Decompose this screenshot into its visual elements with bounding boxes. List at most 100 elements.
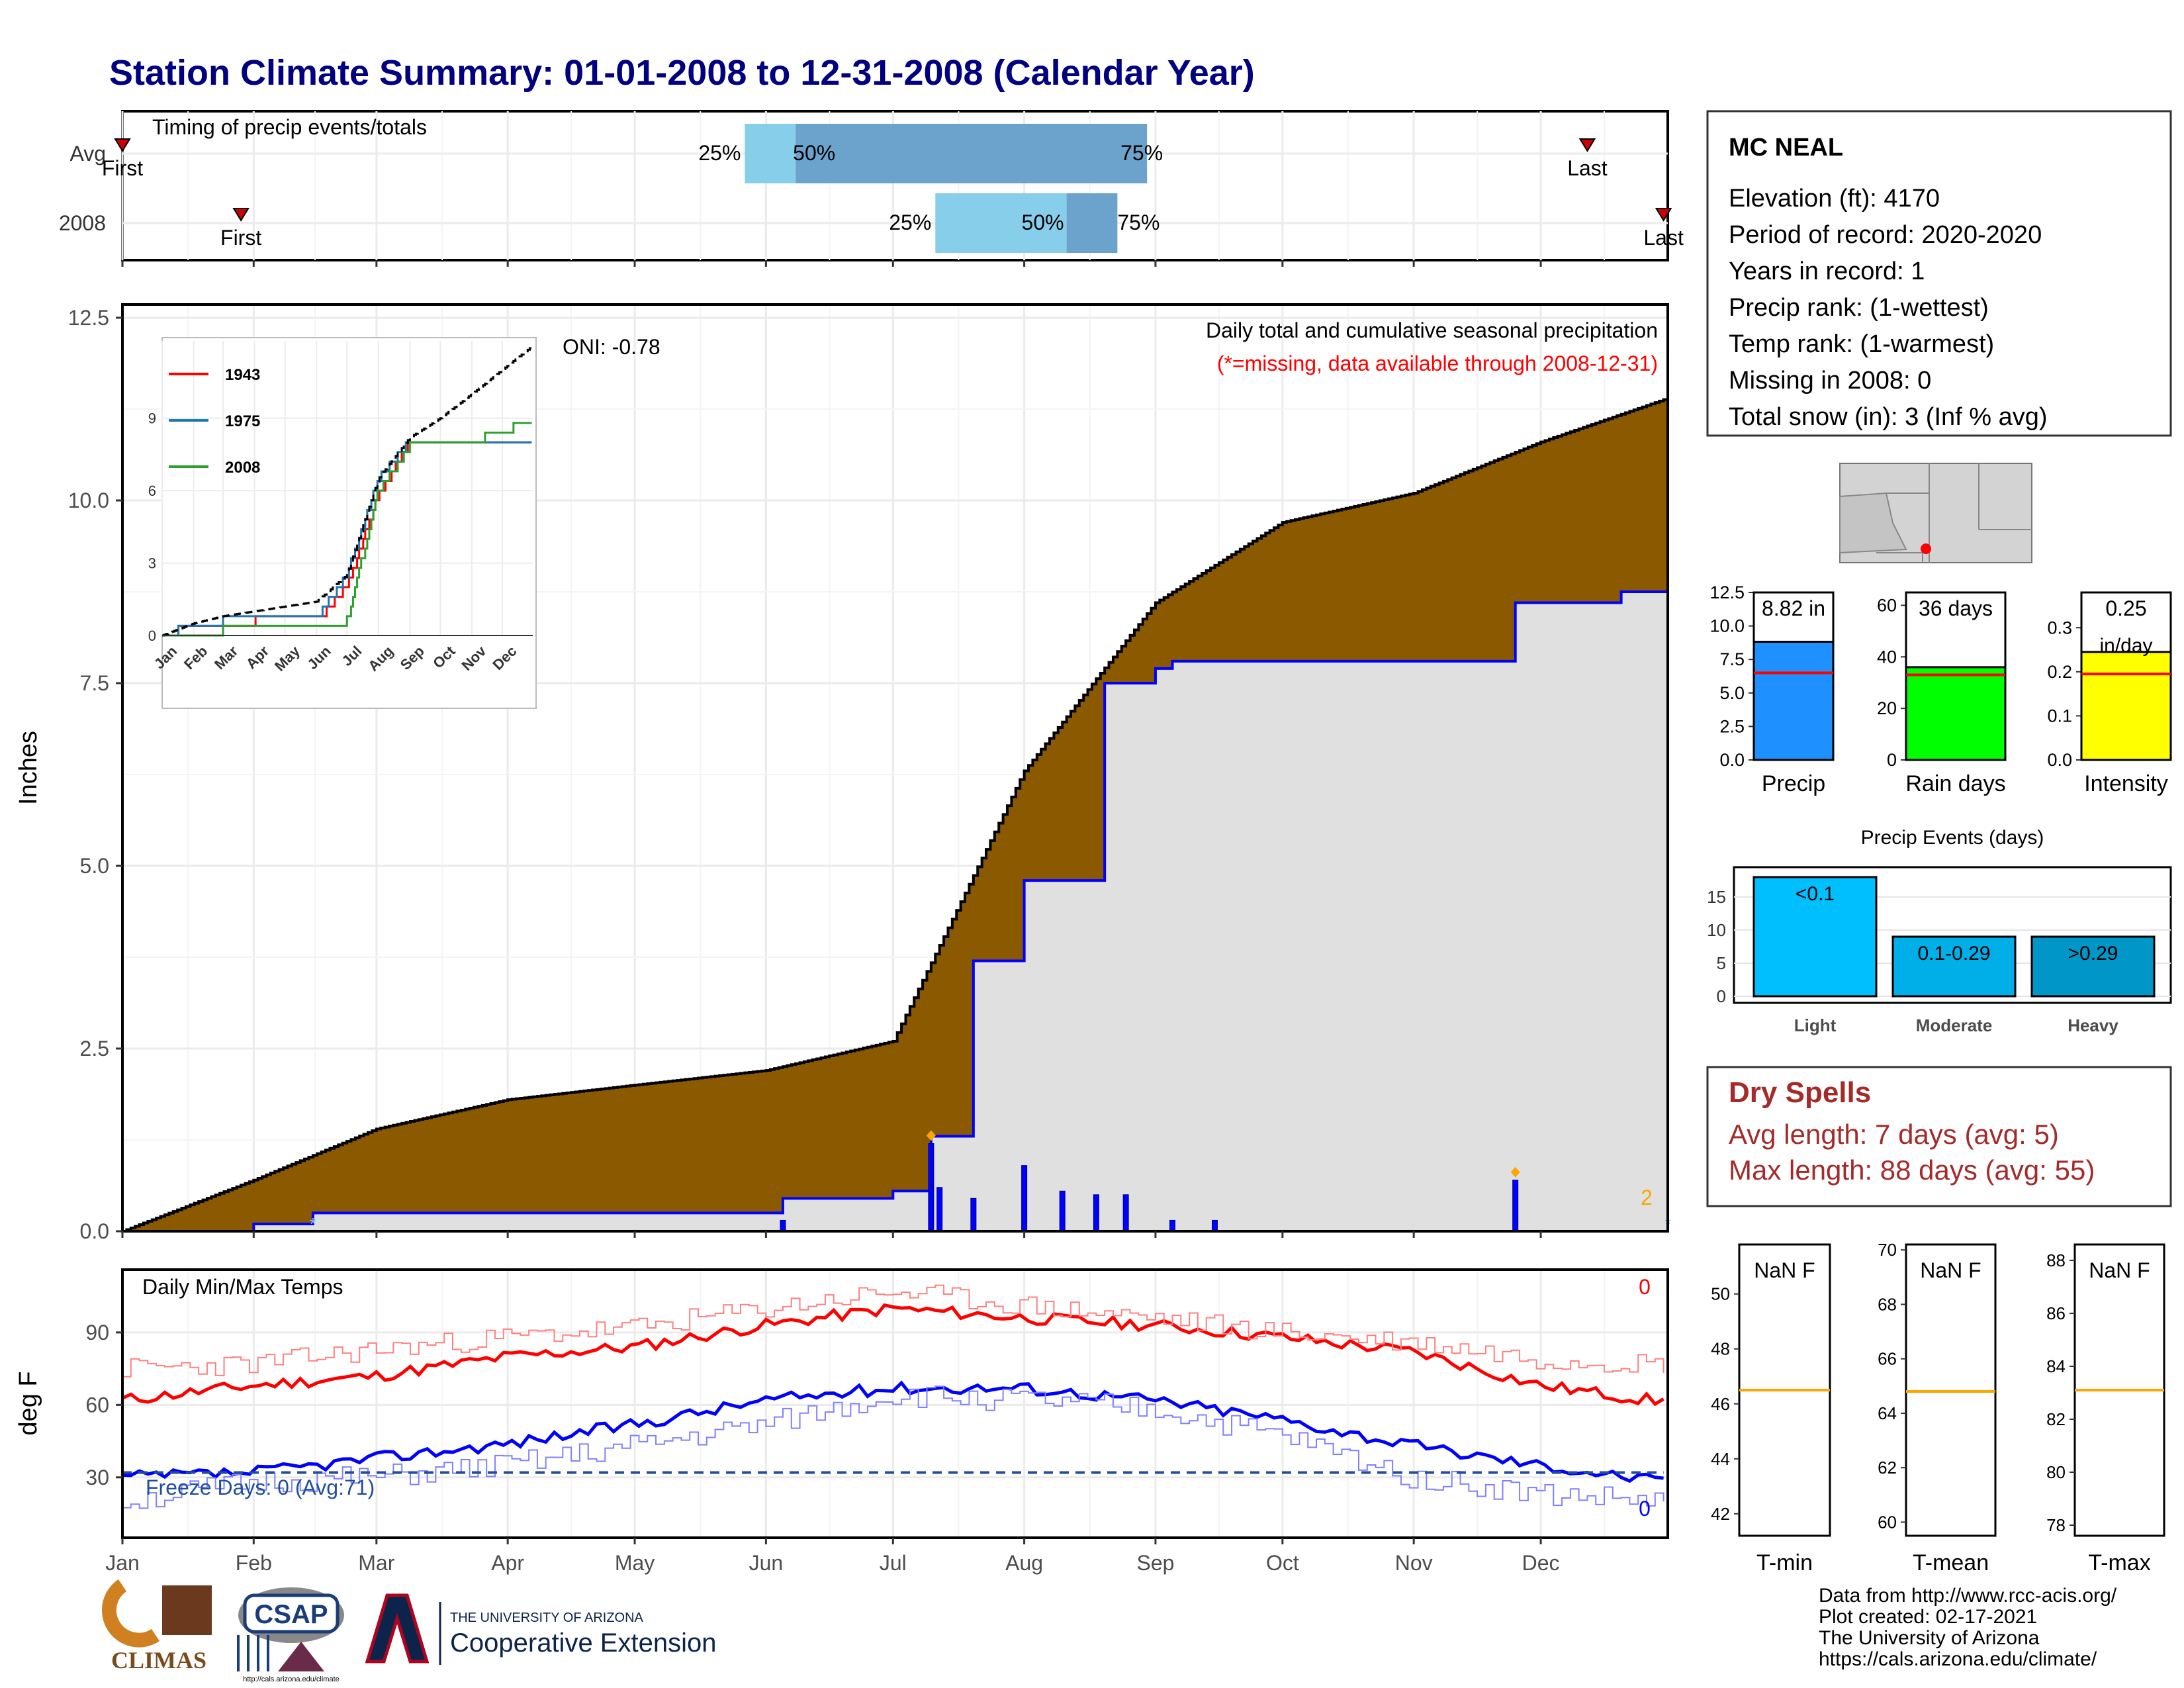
events-category-label: Heavy — [2068, 1015, 2118, 1035]
precip-y-axis: 0.0 2.5 5.0 7.5 10.0 12.5 — [68, 306, 122, 1243]
station-detail-line: Temp rank: (1-warmest) — [1729, 330, 1994, 358]
precip-y-tick-label: 0.0 — [80, 1219, 109, 1243]
csap-logo-text: CSAP — [254, 1600, 328, 1629]
footer-credit-line: https://cals.arizona.edu/climate/ — [1819, 1648, 2097, 1670]
dry-avg: Avg length: 7 days (avg: 5) — [1729, 1119, 2059, 1150]
events-category-label: Light — [1794, 1015, 1837, 1035]
tbox-tick-label: 44 — [1711, 1449, 1730, 1469]
oni-value: ONI: -0.78 — [563, 335, 660, 359]
summary-bar-tick-label: 0 — [1887, 750, 1897, 770]
temp-bg — [122, 1270, 1668, 1538]
station-detail-line: Elevation (ft): 4170 — [1729, 185, 1940, 212]
tbox-tick-label: 70 — [1878, 1240, 1897, 1260]
summary-bar-tick-label: 10.0 — [1709, 616, 1745, 636]
tbox-value: NaN F — [1754, 1258, 1815, 1282]
month-tick-label: Oct — [1266, 1551, 1299, 1575]
events-title: Precip Events (days) — [1861, 827, 2044, 849]
summary-bar-label: Precip — [1762, 771, 1825, 796]
precip-y-tick-label: 2.5 — [80, 1037, 109, 1060]
tbox-value: NaN F — [2089, 1258, 2150, 1282]
daily-precip-bar — [970, 1197, 977, 1232]
timing-p75: 75% — [1120, 141, 1163, 165]
tbox-t-min: 42 44 46 48 50 NaN F T-min — [1711, 1243, 1831, 1575]
month-tick-label: Sep — [1136, 1551, 1174, 1575]
station-details: Elevation (ft): 4170 Period of record: 20… — [1729, 185, 2048, 431]
ua-big-text: Cooperative Extension — [450, 1628, 716, 1658]
csap-badge — [243, 1593, 340, 1634]
dry-frame — [1706, 1066, 2172, 1207]
daily-precip-bar — [1059, 1190, 1066, 1232]
csap-url: http://cals.arizona.edu/climate — [243, 1675, 340, 1683]
timing-label: Timing of precip events/totals — [152, 115, 427, 139]
timing-panel: Timing of precip events/totals Avg 2008 … — [59, 110, 1684, 261]
station-location-dot — [1921, 543, 1931, 554]
summary-bar-value: 0.25 — [2105, 596, 2146, 620]
summary-bar-value-unit: in/day — [2099, 635, 2152, 657]
daily-precip-bar — [1093, 1194, 1099, 1232]
summary-bar-tick-label: 0.1 — [2047, 706, 2072, 726]
current-cumulative-area — [122, 586, 1669, 1233]
events-body: 0 5 10 15 <0.1 Light 0.1-0.29 Moderate >0.29 Heav… — [1707, 876, 2171, 1035]
temp-lines — [121, 1284, 1664, 1509]
daily-precip-bar — [1169, 1219, 1176, 1232]
events-bar-label: 0.1-0.29 — [1917, 943, 1990, 964]
station-detail-line: Precip rank: (1-wettest) — [1729, 294, 1989, 322]
tbox-tick-label: 78 — [2046, 1515, 2066, 1535]
events-y-tick-label: 0 — [1717, 986, 1726, 1006]
timing-marker-label: Last — [1643, 226, 1684, 250]
inset-y-tick-label: 0 — [148, 628, 156, 644]
tbox-label: T-min — [1756, 1550, 1813, 1575]
inset-line-average — [162, 346, 533, 637]
tbox-tick-label: 82 — [2046, 1409, 2066, 1429]
inset-legend-label: 2008 — [225, 459, 260, 477]
tmax-missing: 0 — [1639, 1275, 1651, 1299]
tbox-tick-label: 62 — [1878, 1458, 1897, 1477]
month-tick-label: Feb — [236, 1551, 272, 1575]
summary-bar-tick-label: 2.5 — [1719, 716, 1745, 736]
precip-panel: * * 0.02.55.07.510.012.5 Inches Daily tot… — [15, 303, 1671, 1243]
footer-credit-line: The University of Arizona — [1819, 1627, 2040, 1649]
month-tick-label: Jul — [880, 1551, 907, 1575]
precip-y-tick-label: 12.5 — [68, 306, 109, 330]
summary-bar-label: Rain days — [1905, 771, 2005, 796]
month-tick-label: Jan — [105, 1551, 140, 1575]
precip-legend-line2: (*=missing, data available through 2008-… — [1217, 352, 1658, 375]
summary-bar-fill — [2080, 651, 2172, 761]
timing-p25: 25% — [889, 211, 931, 234]
events-bar — [1891, 935, 2017, 998]
daily-precip-bar — [1512, 1180, 1519, 1232]
timing-marker-icon — [1578, 138, 1596, 152]
missing-asterisk: * — [310, 1214, 316, 1234]
temperature-boxes: 42 44 46 48 50 NaN F T-min 60 62 64 66 68 70 NaN F T-m… — [1711, 1240, 2165, 1575]
csap-logo: CSAP http://cals.arizona.edu/climate — [237, 1587, 344, 1683]
tbox-label: T-mean — [1913, 1550, 1989, 1575]
inset-frame — [161, 337, 537, 709]
tbox-tick-label: 80 — [2046, 1462, 2066, 1482]
footer-credit-line: Plot created: 02-17-2021 — [1819, 1606, 2037, 1628]
dry-spells-box: Dry Spells Avg length: 7 days (avg: 5) M… — [1706, 1066, 2172, 1207]
csap-bars — [237, 1635, 269, 1671]
csap-mountain — [278, 1642, 324, 1671]
timing-marker-label: First — [220, 226, 261, 250]
max-day-diamond — [1510, 1166, 1520, 1178]
inset-lines — [162, 346, 533, 637]
month-tick-label: Mar — [358, 1551, 394, 1575]
precip-frame — [121, 303, 1669, 1233]
climas-logo: CLIMAS — [101, 1579, 212, 1673]
events-bar — [2030, 935, 2156, 998]
timing-bar-q3 — [1066, 193, 1118, 253]
temp-y-label: deg F — [15, 1371, 42, 1435]
month-tick-label: Jun — [749, 1551, 784, 1575]
tbox-frame — [1905, 1243, 1997, 1537]
summary-bar-intensity: 0.0 0.1 0.2 0.3 0.25 in/day Intensity — [2047, 591, 2172, 796]
summary-bar-tick-label: 7.5 — [1719, 649, 1745, 669]
timing-p50: 50% — [793, 141, 835, 165]
summary-bar-tick-label: 40 — [1877, 647, 1897, 667]
events-bar — [1752, 876, 1878, 998]
tmin-missing: 0 — [1639, 1497, 1651, 1521]
timing-marker-label: Last — [1567, 156, 1608, 180]
station-detail-line: Total snow (in): 3 (Inf % avg) — [1729, 403, 2048, 431]
timing-marker-label: First — [102, 156, 143, 180]
summary-bar-value: 8.82 in — [1762, 596, 1825, 620]
